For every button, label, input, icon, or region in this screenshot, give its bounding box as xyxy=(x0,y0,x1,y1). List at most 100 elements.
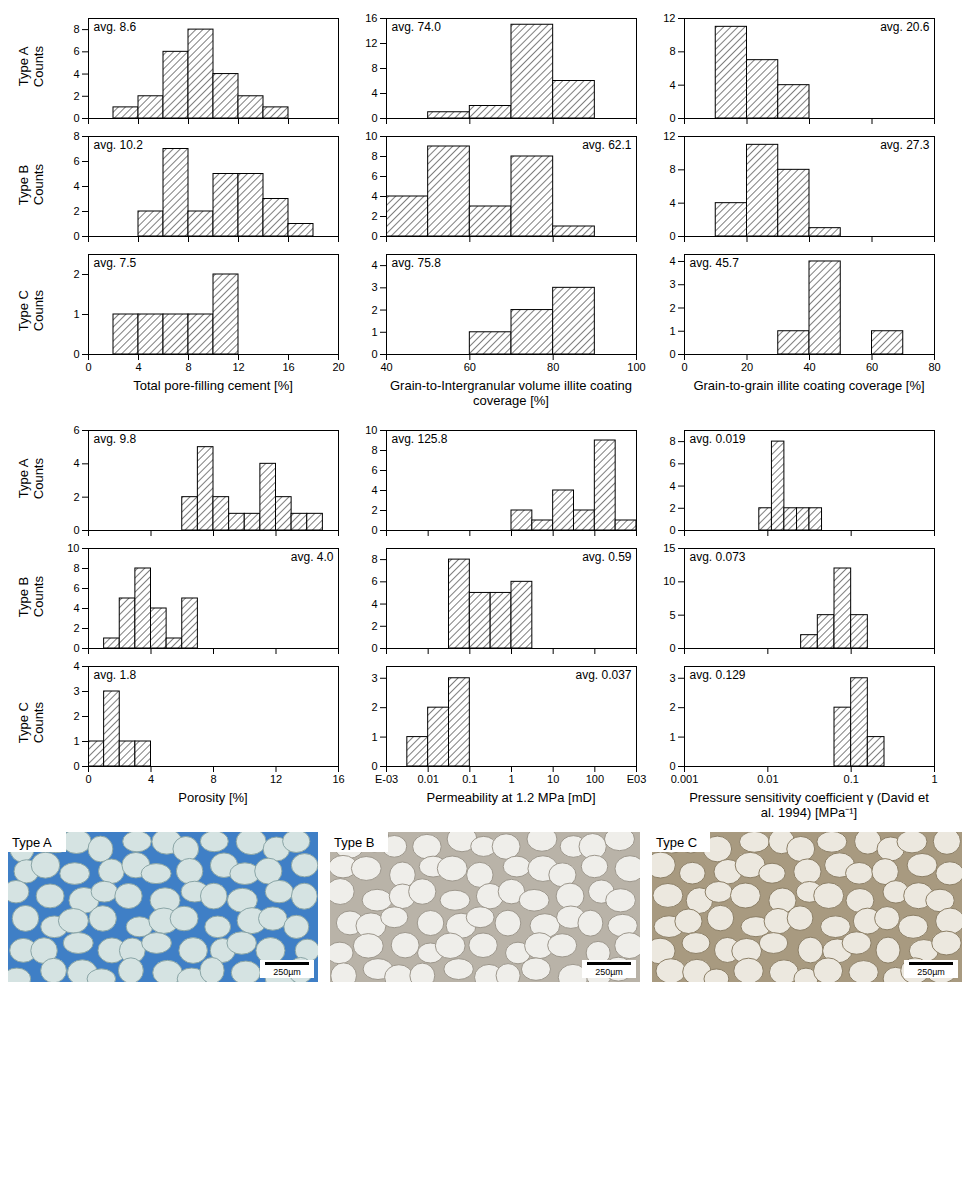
svg-text:0.01: 0.01 xyxy=(417,773,438,785)
svg-text:0: 0 xyxy=(73,348,79,360)
svg-text:10: 10 xyxy=(365,130,377,142)
svg-text:Type B: Type B xyxy=(334,835,374,850)
svg-text:avg. 0.129: avg. 0.129 xyxy=(690,668,746,682)
svg-text:100: 100 xyxy=(586,773,604,785)
svg-text:16: 16 xyxy=(332,773,344,785)
svg-text:0: 0 xyxy=(669,524,675,536)
svg-text:4: 4 xyxy=(73,68,79,80)
svg-text:8: 8 xyxy=(669,45,675,57)
svg-text:4: 4 xyxy=(371,259,377,271)
svg-text:1: 1 xyxy=(508,773,514,785)
svg-text:2: 2 xyxy=(73,491,79,503)
svg-text:40: 40 xyxy=(803,361,815,373)
svg-text:6: 6 xyxy=(371,575,377,587)
svg-text:0: 0 xyxy=(669,230,675,242)
svg-text:0: 0 xyxy=(73,642,79,654)
svg-text:12: 12 xyxy=(663,12,675,24)
svg-text:1: 1 xyxy=(931,773,937,785)
svg-text:avg. 0.019: avg. 0.019 xyxy=(690,432,746,446)
svg-text:2: 2 xyxy=(371,210,377,222)
svg-text:5: 5 xyxy=(669,609,675,621)
svg-text:6: 6 xyxy=(73,582,79,594)
svg-text:8: 8 xyxy=(371,150,377,162)
svg-text:3: 3 xyxy=(73,685,79,697)
svg-text:avg. 9.8: avg. 9.8 xyxy=(94,432,137,446)
svg-text:20: 20 xyxy=(741,361,753,373)
svg-text:250µm: 250µm xyxy=(917,967,945,977)
svg-text:8: 8 xyxy=(669,435,675,447)
svg-text:8: 8 xyxy=(371,553,377,565)
svg-text:6: 6 xyxy=(73,155,79,167)
svg-text:avg. 74.0: avg. 74.0 xyxy=(392,20,442,34)
svg-text:6: 6 xyxy=(73,45,79,57)
svg-text:avg. 125.8: avg. 125.8 xyxy=(392,432,448,446)
svg-text:0: 0 xyxy=(371,524,377,536)
svg-text:12: 12 xyxy=(365,37,377,49)
svg-text:0.001: 0.001 xyxy=(671,773,699,785)
svg-text:0: 0 xyxy=(85,773,91,785)
svg-text:2: 2 xyxy=(371,504,377,516)
svg-text:3: 3 xyxy=(371,281,377,293)
svg-text:6: 6 xyxy=(669,457,675,469)
svg-text:8: 8 xyxy=(73,23,79,35)
svg-text:avg. 8.6: avg. 8.6 xyxy=(94,20,137,34)
svg-text:250µm: 250µm xyxy=(273,967,301,977)
svg-text:1: 1 xyxy=(73,735,79,747)
svg-text:16: 16 xyxy=(282,361,294,373)
svg-text:4: 4 xyxy=(73,180,79,192)
svg-text:4: 4 xyxy=(371,87,377,99)
svg-text:8: 8 xyxy=(371,444,377,456)
svg-text:6: 6 xyxy=(371,464,377,476)
svg-text:2: 2 xyxy=(73,268,79,280)
svg-text:0: 0 xyxy=(73,112,79,124)
svg-text:0: 0 xyxy=(681,361,687,373)
svg-text:0: 0 xyxy=(371,760,377,772)
svg-text:4: 4 xyxy=(371,598,377,610)
svg-text:2: 2 xyxy=(371,620,377,632)
svg-text:80: 80 xyxy=(928,361,940,373)
svg-text:16: 16 xyxy=(365,12,377,24)
svg-text:0.1: 0.1 xyxy=(844,773,859,785)
svg-text:4: 4 xyxy=(73,602,79,614)
svg-text:6: 6 xyxy=(371,170,377,182)
svg-text:1: 1 xyxy=(669,731,675,743)
svg-text:250µm: 250µm xyxy=(595,967,623,977)
svg-text:4: 4 xyxy=(669,197,675,209)
svg-text:avg. 4.0: avg. 4.0 xyxy=(291,550,334,564)
svg-text:2: 2 xyxy=(669,302,675,314)
svg-text:8: 8 xyxy=(185,361,191,373)
svg-text:1: 1 xyxy=(669,325,675,337)
svg-text:40: 40 xyxy=(380,361,392,373)
svg-text:20: 20 xyxy=(332,361,344,373)
svg-text:avg. 75.8: avg. 75.8 xyxy=(392,256,442,270)
svg-text:0.1: 0.1 xyxy=(462,773,477,785)
svg-text:2: 2 xyxy=(73,622,79,634)
svg-text:0: 0 xyxy=(85,361,91,373)
svg-text:8: 8 xyxy=(669,163,675,175)
svg-text:0: 0 xyxy=(669,642,675,654)
svg-text:0: 0 xyxy=(73,524,79,536)
svg-text:3: 3 xyxy=(371,672,377,684)
svg-text:2: 2 xyxy=(73,205,79,217)
svg-text:0: 0 xyxy=(371,642,377,654)
svg-text:0: 0 xyxy=(73,230,79,242)
svg-text:1: 1 xyxy=(371,731,377,743)
svg-text:avg. 1.8: avg. 1.8 xyxy=(94,668,137,682)
svg-text:12: 12 xyxy=(270,773,282,785)
svg-text:10: 10 xyxy=(365,424,377,436)
svg-text:avg. 0.59: avg. 0.59 xyxy=(582,550,632,564)
svg-text:100: 100 xyxy=(627,361,645,373)
svg-text:8: 8 xyxy=(73,130,79,142)
svg-text:avg. 20.6: avg. 20.6 xyxy=(880,20,930,34)
svg-text:4: 4 xyxy=(73,457,79,469)
svg-text:avg. 0.037: avg. 0.037 xyxy=(575,668,631,682)
svg-text:4: 4 xyxy=(669,255,675,267)
svg-text:60: 60 xyxy=(464,361,476,373)
svg-text:15: 15 xyxy=(663,542,675,554)
svg-text:avg. 62.1: avg. 62.1 xyxy=(582,138,632,152)
svg-text:3: 3 xyxy=(669,672,675,684)
svg-text:4: 4 xyxy=(371,484,377,496)
svg-text:avg. 27.3: avg. 27.3 xyxy=(880,138,930,152)
svg-text:4: 4 xyxy=(73,660,79,672)
svg-text:avg. 0.073: avg. 0.073 xyxy=(690,550,746,564)
